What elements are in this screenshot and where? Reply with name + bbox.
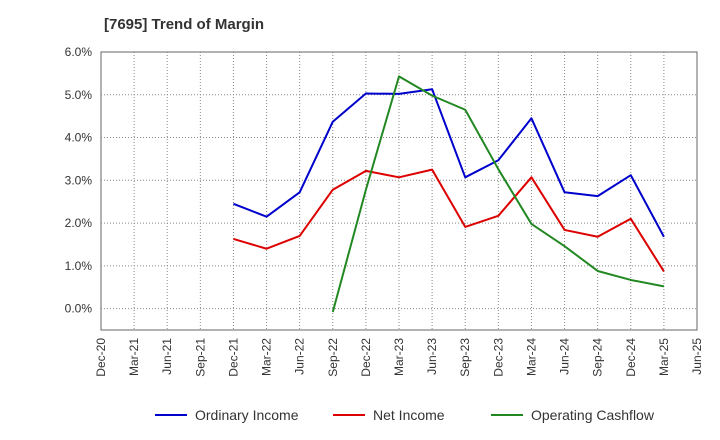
y-tick-label: 4.0%: [65, 131, 93, 145]
x-tick-label: Mar-24: [524, 338, 538, 376]
x-tick-label: Jun-22: [293, 338, 307, 375]
x-tick-label: Dec-23: [491, 338, 505, 377]
x-tick-label: Dec-24: [624, 338, 638, 377]
y-tick-label: 0.0%: [65, 302, 93, 316]
legend: Ordinary Income Net Income Operating Cashf…: [155, 407, 655, 423]
x-tick-label: Sep-21: [193, 338, 207, 377]
x-tick-label: Jun-25: [690, 338, 704, 375]
grid-layer: [100, 51, 698, 331]
x-tick-label: Dec-21: [226, 338, 240, 377]
x-tick-label: Dec-22: [359, 338, 373, 377]
x-tick-label: Mar-21: [127, 338, 141, 376]
x-tick-label: Jun-21: [160, 338, 174, 375]
legend-label-operating-cashflow: Operating Cashflow: [531, 407, 655, 423]
series-line-ordinary-income: [233, 88, 665, 238]
y-tick-label: 5.0%: [65, 88, 93, 102]
axis-layer: 0.0% 1.0% 2.0% 3.0% 4.0% 5.0% 6.0% Dec-20 Mar-21…: [65, 45, 704, 377]
y-tick-label: 1.0%: [65, 259, 93, 273]
y-tick-label: 2.0%: [65, 216, 93, 230]
x-tick-label: Mar-25: [657, 338, 671, 376]
x-tick-label: Mar-22: [260, 338, 274, 376]
legend-label-ordinary-income: Ordinary Income: [195, 407, 299, 423]
series-line-operating-cashflow: [331, 75, 665, 313]
x-tick-label: Jun-24: [558, 338, 572, 375]
x-tick-label: Sep-22: [326, 338, 340, 377]
series-line-net-income: [233, 168, 665, 272]
chart-title: [7695] Trend of Margin: [104, 16, 265, 33]
y-tick-label: 3.0%: [65, 173, 93, 187]
x-tick-label: Mar-23: [392, 338, 406, 376]
x-tick-label: Sep-23: [458, 338, 472, 377]
series-layer: [233, 75, 665, 313]
x-tick-label: Dec-20: [94, 338, 108, 377]
legend-label-net-income: Net Income: [373, 407, 445, 423]
x-tick-label: Jun-23: [425, 338, 439, 375]
x-tick-label: Sep-24: [591, 338, 605, 377]
y-tick-label: 6.0%: [65, 45, 93, 59]
